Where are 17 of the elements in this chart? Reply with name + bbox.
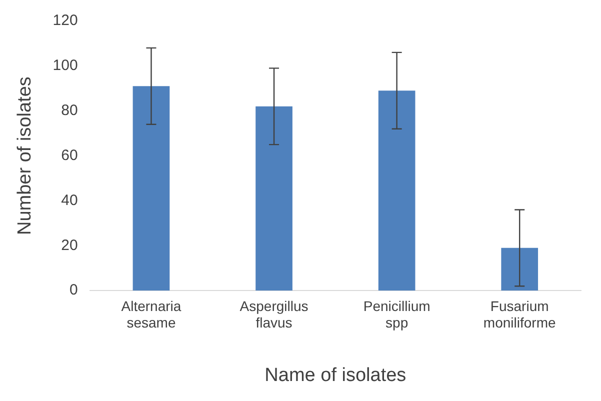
y-tick-label: 60 bbox=[61, 146, 78, 164]
y-tick-label: 40 bbox=[61, 192, 78, 209]
y-tick-label: 100 bbox=[52, 57, 78, 74]
x-tick-label: Alternaria sesame bbox=[121, 298, 182, 331]
bar bbox=[132, 86, 170, 291]
bar bbox=[256, 106, 292, 291]
y-tick-label: 120 bbox=[52, 12, 78, 30]
y-tick-label: 80 bbox=[61, 102, 78, 120]
y-tick-label: 20 bbox=[61, 236, 78, 254]
x-tick-label: Aspergillus flavus bbox=[240, 298, 308, 331]
x-axis-title: Name of isolates bbox=[264, 364, 406, 386]
y-axis-title: Number of isolates bbox=[14, 76, 36, 236]
x-tick-label: Fusarium moniliforme bbox=[483, 298, 556, 331]
bar bbox=[378, 90, 416, 291]
bar bbox=[501, 248, 538, 291]
x-tick-label: Penicillium spp bbox=[363, 298, 430, 331]
y-tick-label: 0 bbox=[69, 282, 78, 299]
